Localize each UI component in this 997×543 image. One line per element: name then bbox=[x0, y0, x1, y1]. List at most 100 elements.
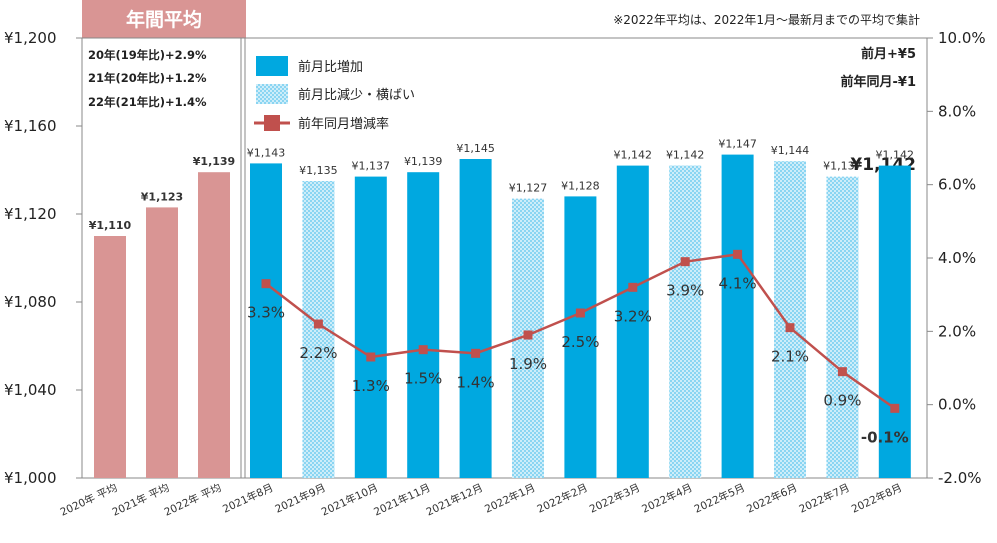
y2-tick-label: 0.0% bbox=[938, 396, 976, 414]
yoy-marker bbox=[785, 323, 795, 333]
yoy-marker bbox=[471, 348, 481, 358]
yoy-marker bbox=[366, 352, 376, 362]
x-tick-label: 2020年 平均 bbox=[58, 481, 119, 519]
bar-value-label: ¥1,145 bbox=[456, 142, 495, 155]
bar-increase bbox=[616, 165, 649, 478]
y2-tick-label: 8.0% bbox=[938, 102, 976, 120]
bar-increase bbox=[407, 172, 440, 478]
y-tick-label: ¥1,000 bbox=[4, 469, 57, 487]
yoy-value-label: 2.1% bbox=[771, 348, 809, 366]
y-tick-label: ¥1,160 bbox=[4, 117, 57, 135]
y2-tick-label: 10.0% bbox=[938, 29, 986, 47]
x-tick-label: 2021年10月 bbox=[319, 481, 380, 519]
bar-increase bbox=[564, 196, 597, 478]
annual-note-2: 21年(20年比)+1.2% bbox=[88, 71, 207, 85]
bar-decrease bbox=[826, 176, 859, 478]
annual-note-1: 20年(19年比)+2.9% bbox=[88, 48, 207, 62]
y-tick-label: ¥1,120 bbox=[4, 205, 57, 223]
x-tick-label: 2022年3月 bbox=[587, 481, 642, 516]
yoy-marker bbox=[313, 319, 323, 329]
bar-increase bbox=[354, 176, 387, 478]
yoy-value-labels: 3.3% 2.2% 1.3% 1.5% 1.4% 1.9% 2.5% 3.2% 3.9% 4.1%… bbox=[247, 274, 909, 446]
bar-decrease bbox=[669, 165, 702, 478]
bar-decrease bbox=[302, 181, 335, 478]
bar-value-label: ¥1,135 bbox=[299, 164, 338, 177]
legend-increase-swatch bbox=[256, 56, 288, 76]
yoy-value-label: 0.9% bbox=[823, 392, 861, 410]
x-tick-label: 2021年 平均 bbox=[110, 481, 171, 519]
bar-annual bbox=[146, 207, 178, 478]
yoy-marker bbox=[733, 249, 743, 259]
x-tick-label: 2021年11月 bbox=[372, 481, 433, 519]
bar-value-label: ¥1,139 bbox=[404, 155, 443, 168]
bar-value-label: ¥1,147 bbox=[718, 138, 757, 151]
bar-value-label: ¥1,127 bbox=[509, 182, 548, 195]
yoy-value-label: 4.1% bbox=[719, 274, 757, 292]
bar-increase bbox=[250, 163, 282, 478]
x-tick-label: 2022年2月 bbox=[535, 481, 590, 516]
legend-decrease-swatch bbox=[256, 84, 288, 104]
yoy-value-label: 3.3% bbox=[247, 304, 285, 322]
yoy-value-label: 1.5% bbox=[404, 370, 442, 388]
x-tick-label: 2021年9月 bbox=[273, 481, 328, 516]
bar-decrease bbox=[774, 161, 806, 478]
annual-header-box bbox=[82, 0, 246, 38]
yoy-line-series bbox=[261, 249, 900, 413]
yoy-marker bbox=[575, 308, 585, 318]
yoy-value-label: 1.4% bbox=[457, 373, 495, 391]
bar-series bbox=[94, 154, 911, 478]
summary-yoy: 前年同月-¥1 bbox=[841, 74, 917, 90]
yoy-marker bbox=[680, 257, 690, 267]
x-tick-label: 2022年4月 bbox=[640, 481, 695, 516]
y-tick-label: ¥1,200 bbox=[4, 29, 57, 47]
x-tick-label: 2022年6月 bbox=[744, 481, 799, 516]
y-tick-label: ¥1,080 bbox=[4, 293, 57, 311]
x-tick-label: 2021年12月 bbox=[424, 481, 485, 519]
x-tick-label: 2022年7月 bbox=[797, 481, 852, 516]
yoy-value-label: 2.2% bbox=[299, 344, 337, 362]
bar-increase bbox=[459, 159, 492, 478]
y2-tick-label: 4.0% bbox=[938, 249, 976, 267]
x-tick-label: 2022年1月 bbox=[482, 481, 537, 516]
bar-value-labels: ¥1,110 ¥1,123 ¥1,139 ¥1,143 ¥1,135 ¥1,137 ¥1,1… bbox=[89, 138, 914, 232]
annual-header-label: 年間平均 bbox=[126, 8, 202, 31]
yoy-value-label: -0.1% bbox=[861, 428, 909, 446]
bar-value-label: ¥1,137 bbox=[352, 160, 391, 173]
legend-decrease-label: 前月比減少・横ばい bbox=[298, 87, 415, 103]
y2-axis-ticks: -2.0% 0.0% 2.0% 4.0% 6.0% 8.0% 10.0% bbox=[927, 29, 986, 487]
yoy-value-label: 2.5% bbox=[561, 333, 599, 351]
yoy-value-label: 1.3% bbox=[352, 377, 390, 395]
x-tick-label: 2022年8月 bbox=[849, 481, 904, 516]
legend-line-label: 前年同月増減率 bbox=[298, 116, 389, 132]
bar-value-label: ¥1,128 bbox=[561, 179, 600, 192]
bar-value-label: ¥1,142 bbox=[614, 149, 653, 162]
x-tick-label: 2022年5月 bbox=[692, 481, 747, 516]
yoy-marker bbox=[890, 403, 900, 413]
bar-increase bbox=[721, 154, 754, 478]
bar-value-label: ¥1,137 bbox=[823, 160, 862, 173]
legend-increase-label: 前月比増加 bbox=[298, 59, 363, 75]
y-axis-ticks: ¥1,000 ¥1,040 ¥1,080 ¥1,120 ¥1,160 ¥1,200 bbox=[4, 29, 82, 487]
annual-note-3: 22年(21年比)+1.4% bbox=[88, 95, 207, 109]
bar-annual bbox=[198, 172, 230, 478]
bar-value-label: ¥1,142 bbox=[666, 149, 705, 162]
bar-value-label: ¥1,142 bbox=[876, 149, 915, 162]
yoy-marker bbox=[523, 330, 533, 340]
y2-tick-label: -2.0% bbox=[938, 469, 982, 487]
yoy-value-label: 3.9% bbox=[666, 282, 704, 300]
yoy-marker bbox=[261, 279, 271, 289]
bar-increase bbox=[878, 165, 911, 478]
legend-line-marker bbox=[264, 115, 280, 131]
bar-value-label: ¥1,110 bbox=[89, 219, 132, 232]
bar-value-label: ¥1,139 bbox=[193, 155, 235, 168]
average-note: ※2022年平均は、2022年1月～最新月までの平均で集計 bbox=[613, 12, 920, 27]
bar-value-label: ¥1,143 bbox=[247, 146, 286, 159]
yoy-marker bbox=[418, 345, 428, 355]
y-tick-label: ¥1,040 bbox=[4, 381, 57, 399]
yoy-marker bbox=[628, 282, 638, 292]
yoy-value-label: 1.9% bbox=[509, 355, 547, 373]
summary-mom: 前月+¥5 bbox=[861, 46, 916, 62]
x-tick-label: 2021年8月 bbox=[220, 481, 275, 516]
